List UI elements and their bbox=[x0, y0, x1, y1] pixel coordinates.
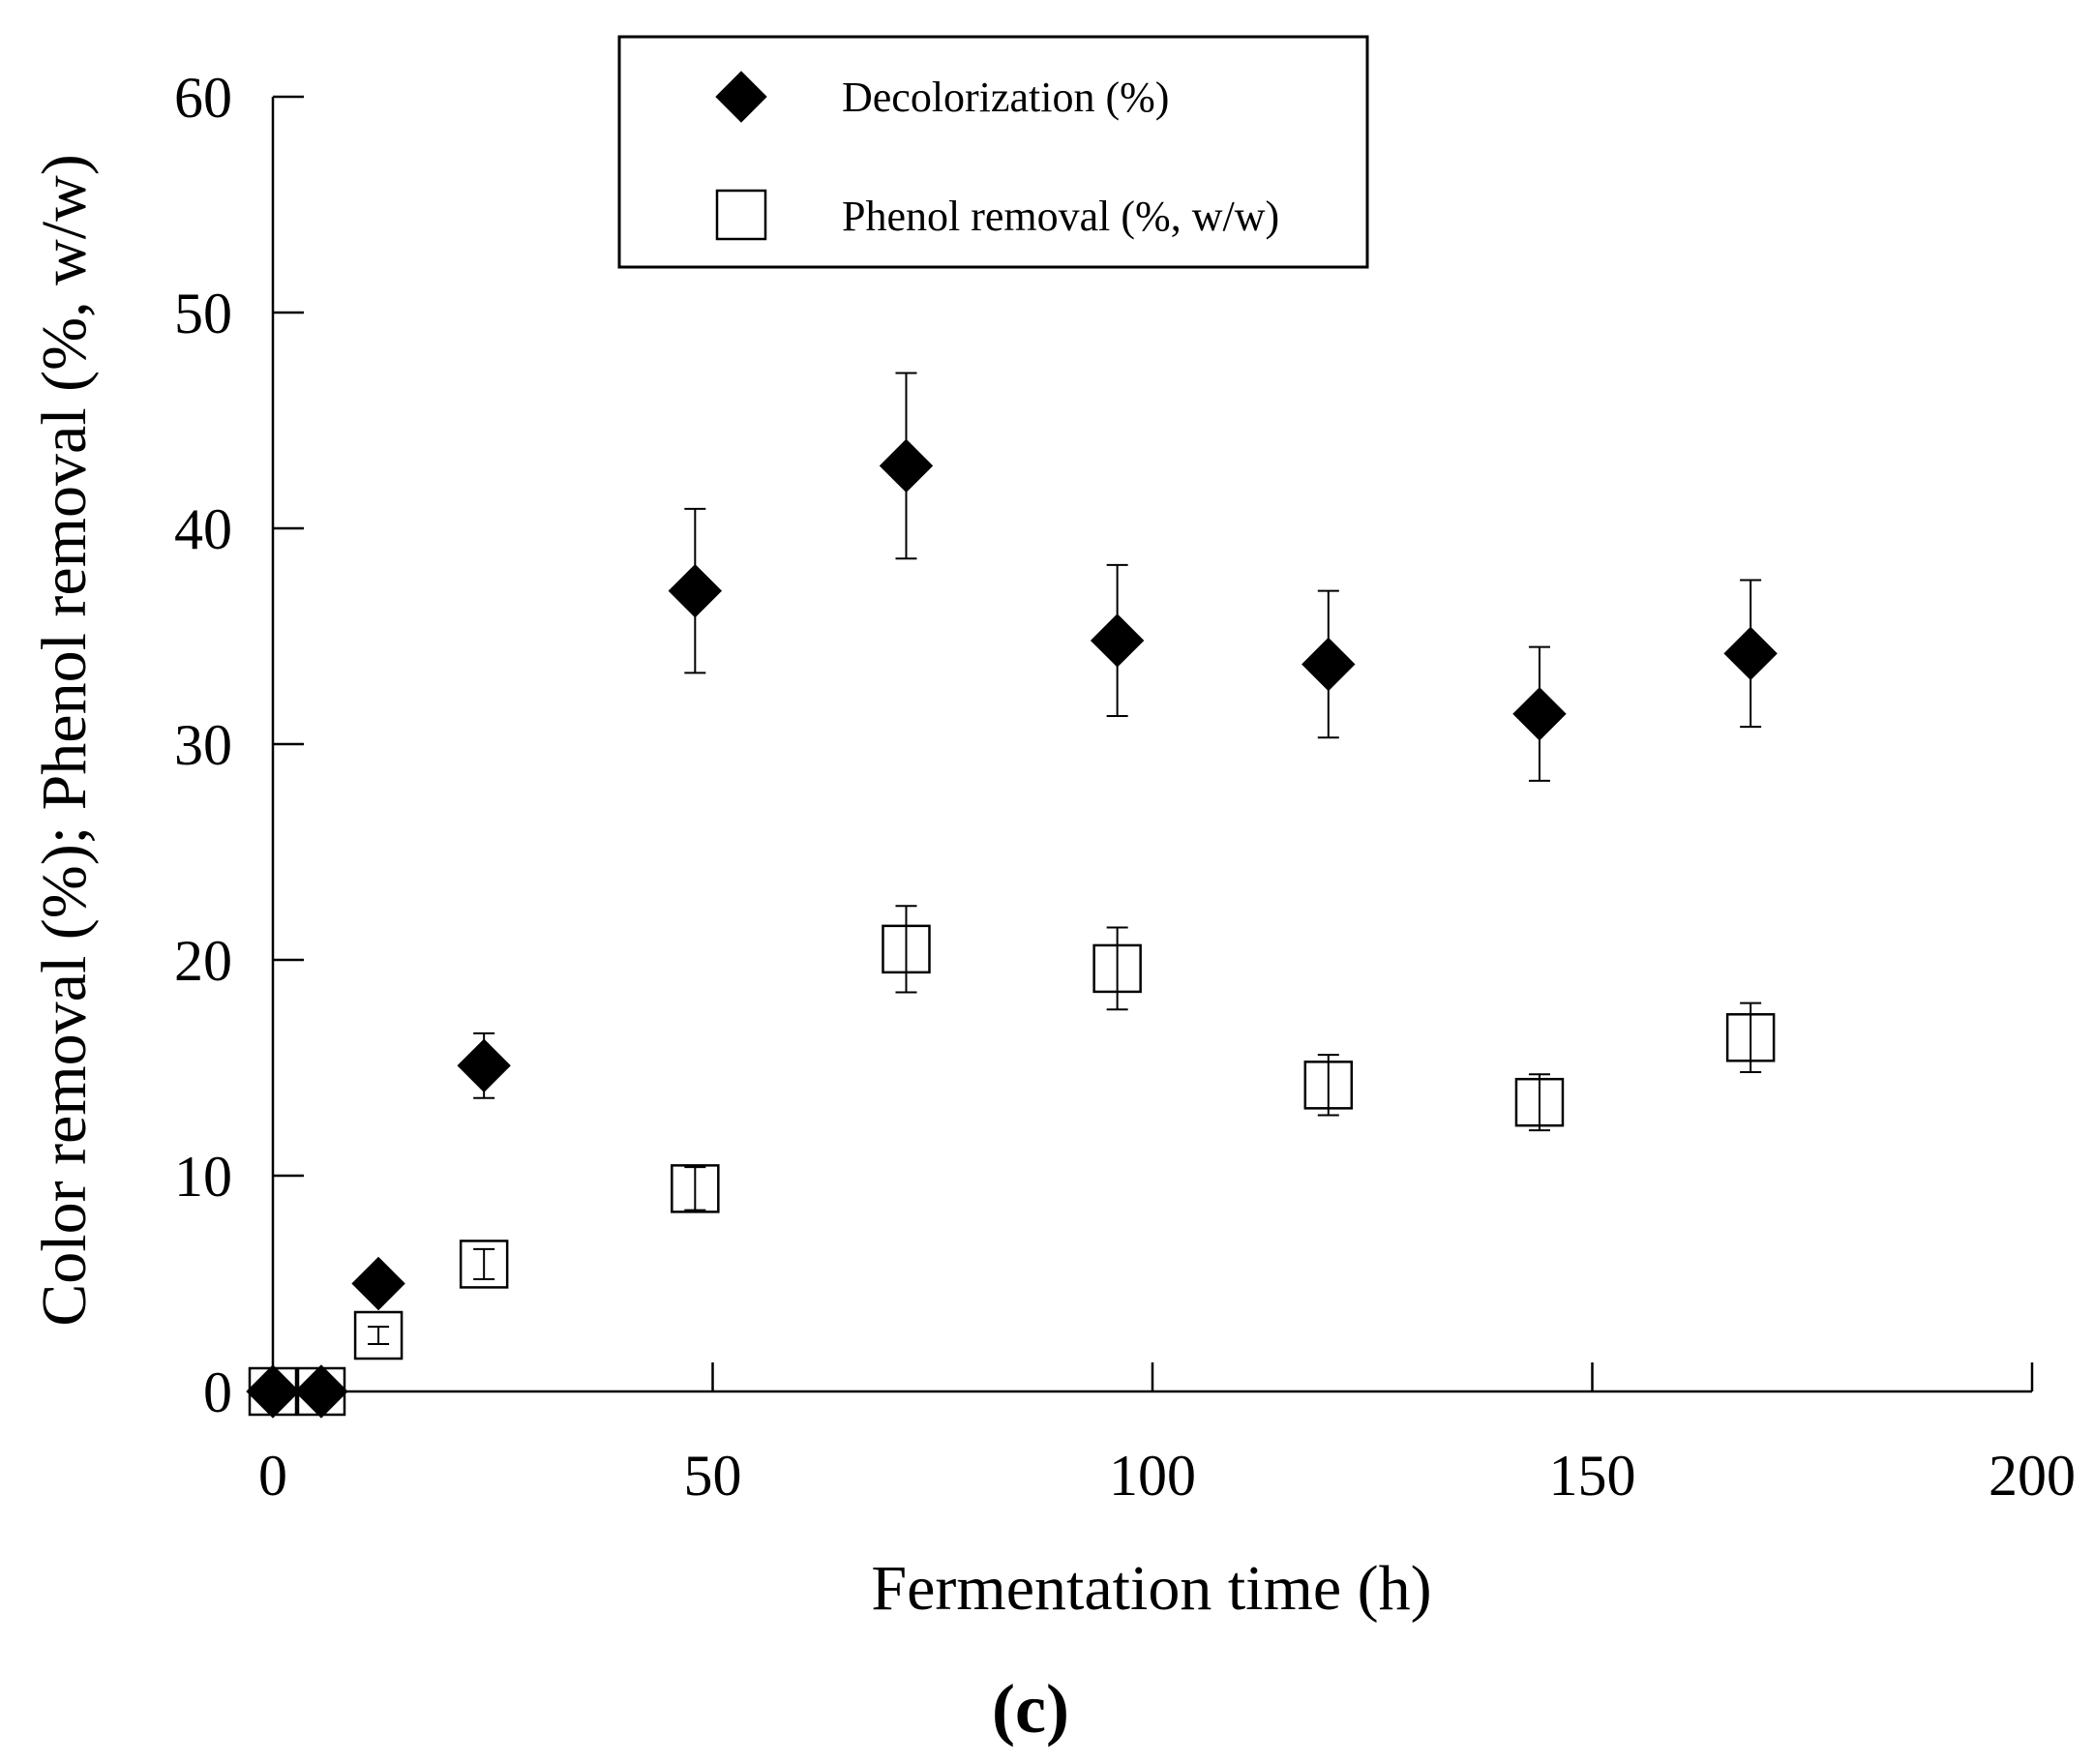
panel-label: (c) bbox=[992, 1670, 1069, 1748]
error-bar bbox=[895, 905, 917, 994]
data-point-phenol-removal bbox=[882, 924, 931, 974]
legend-box bbox=[617, 35, 1369, 269]
data-point-decolorization bbox=[1301, 637, 1356, 692]
x-tick-label-200: 200 bbox=[1989, 1444, 2076, 1508]
y-tick-label-30: 30 bbox=[174, 713, 232, 777]
y-tick-label-50: 50 bbox=[174, 282, 232, 345]
legend-label-decolorization: Decolorization (%) bbox=[842, 74, 1169, 121]
ticks: 0 50 100 150 200 0 10 20 30 40 50 60 bbox=[174, 66, 2076, 1508]
y-tick-label-60: 60 bbox=[174, 66, 232, 130]
data-point-phenol-removal bbox=[671, 1164, 720, 1213]
y-tick-label-20: 20 bbox=[174, 929, 232, 993]
x-tick-label-50: 50 bbox=[684, 1444, 742, 1508]
data-point-decolorization bbox=[879, 438, 934, 493]
data-point-decolorization bbox=[457, 1038, 511, 1092]
x-axis-title: Fermentation time (h) bbox=[871, 1553, 1431, 1624]
data-point-decolorization bbox=[294, 1364, 348, 1419]
error-bars bbox=[368, 372, 1762, 1345]
axes bbox=[271, 97, 2032, 1393]
data-point-decolorization bbox=[1723, 626, 1778, 681]
data-point-decolorization bbox=[1512, 687, 1567, 741]
markers bbox=[246, 438, 1778, 1419]
data-point-decolorization bbox=[668, 563, 723, 618]
error-bar bbox=[1106, 926, 1128, 1011]
data-point-phenol-removal bbox=[1725, 1013, 1776, 1062]
x-tick-label-150: 150 bbox=[1549, 1444, 1636, 1508]
legend-label-phenol-removal: Phenol removal (%, w/w) bbox=[842, 193, 1279, 240]
data-point-decolorization bbox=[1090, 613, 1145, 668]
data-point-phenol-removal bbox=[353, 1310, 404, 1360]
data-point-phenol-removal bbox=[459, 1240, 509, 1289]
error-bar bbox=[368, 1326, 390, 1345]
y-tick-label-10: 10 bbox=[174, 1145, 232, 1209]
legend: Decolorization (%) Phenol removal (%, w/… bbox=[617, 35, 1369, 269]
error-bar bbox=[1317, 1054, 1339, 1117]
legend-marker-decolorization bbox=[715, 71, 767, 123]
y-tick-label-40: 40 bbox=[174, 497, 232, 561]
data-point-phenol-removal bbox=[1303, 1061, 1354, 1110]
data-point-decolorization bbox=[351, 1256, 405, 1311]
x-tick-label-0: 0 bbox=[258, 1444, 287, 1508]
data-point-phenol-removal bbox=[1514, 1077, 1565, 1127]
data-point-decolorization bbox=[246, 1364, 300, 1419]
y-axis-title: Color removal (%); Phenol removal (%, w/… bbox=[29, 154, 100, 1327]
data-point-phenol-removal bbox=[1092, 943, 1142, 994]
error-bar bbox=[684, 1166, 706, 1211]
legend-marker-phenol-removal bbox=[715, 189, 767, 241]
x-tick-label-100: 100 bbox=[1109, 1444, 1196, 1508]
y-tick-label-0: 0 bbox=[203, 1360, 232, 1424]
error-bar bbox=[1528, 1073, 1550, 1132]
error-bar bbox=[473, 1247, 495, 1281]
